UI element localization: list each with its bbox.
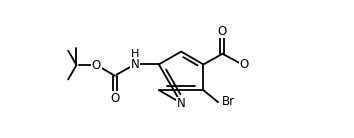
Text: H: H: [131, 49, 139, 59]
Text: O: O: [92, 59, 101, 72]
Text: Br: Br: [222, 95, 235, 108]
Text: O: O: [110, 92, 120, 105]
Text: N: N: [130, 58, 139, 71]
Text: O: O: [239, 58, 249, 71]
Text: N: N: [177, 97, 185, 110]
Text: O: O: [217, 25, 227, 38]
